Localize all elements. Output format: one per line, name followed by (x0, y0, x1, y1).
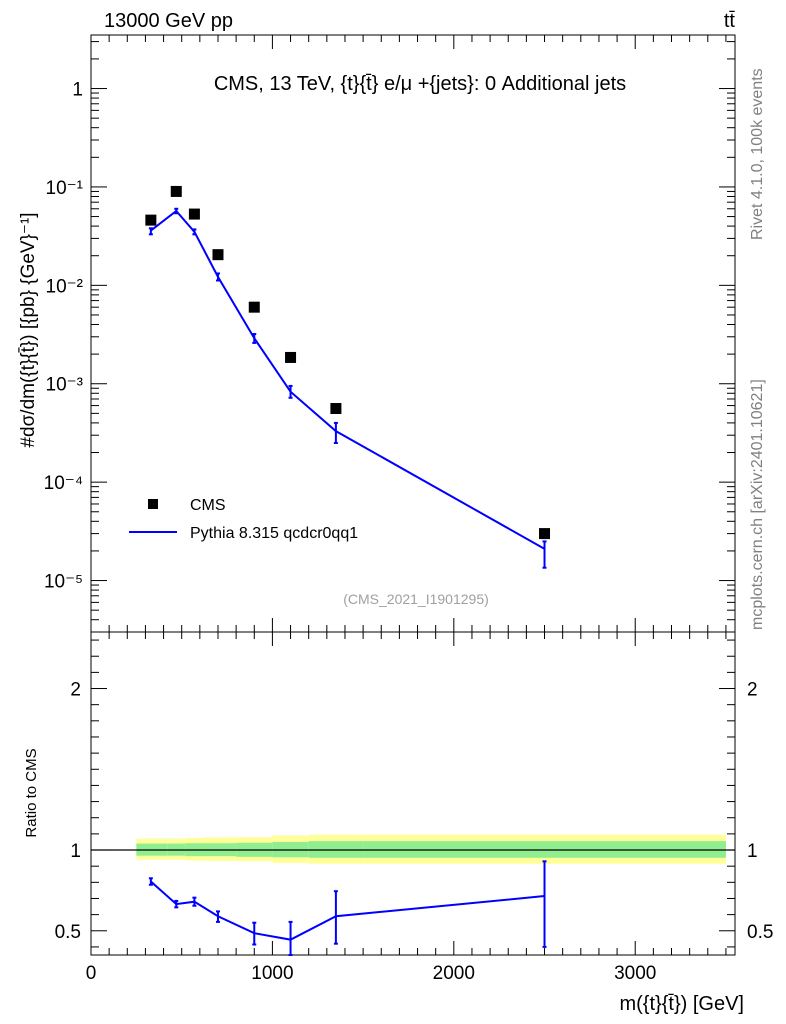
cms-data-point (212, 249, 224, 261)
ratio-y-tick-label: 0.5 (55, 922, 81, 943)
x-tick-label: 2000 (433, 963, 475, 984)
legend: CMS Pythia 8.315 qcdcr0qq1 (129, 497, 358, 542)
analysis-tag: (CMS_2021_I1901295) (343, 591, 489, 607)
cms-data-point (285, 351, 297, 363)
main-y-tick-label: 10⁻¹ (46, 178, 84, 199)
cms-data-point (188, 208, 200, 220)
chart-title: CMS, 13 TeV, {t}{t̄} e/μ +{jets}: 0 Addi… (214, 73, 626, 95)
rivet-version-label: Rivet 4.1.0, 100k events (749, 68, 766, 240)
x-axis-title: m({t}{t̄}) [GeV] (619, 993, 744, 1015)
cms-data-point (170, 185, 182, 197)
source-label: mcplots.cern.ch [arXiv:2401.10621] (749, 379, 766, 630)
main-y-axis-title: #dσ/dm({t}{t̄}) [{pb} {GeV}⁻¹] (18, 212, 39, 447)
ratio-y-tick-label-right: 0.5 (747, 922, 773, 943)
ratio-frame (90, 631, 736, 956)
energy-label: 13000 GeV pp (104, 10, 233, 32)
ratio-y-tick-label: 1 (70, 841, 81, 862)
process-label: tt̄ (724, 10, 736, 32)
ratio-y-tick-label: 2 (70, 680, 81, 701)
ratio-y-axis-title: Ratio to CMS (23, 748, 40, 837)
legend-cms-marker (148, 499, 158, 509)
x-tick-label: 0 (86, 963, 97, 984)
cms-data-point (539, 528, 551, 540)
main-y-tick-label: 1 (72, 80, 83, 101)
main-y-tick-label: 10⁻⁵ (44, 572, 83, 593)
cms-data-point (248, 301, 260, 313)
ratio-line (150, 880, 545, 941)
main-y-tick-label: 10⁻⁴ (44, 473, 83, 494)
cms-data-point (145, 214, 157, 226)
legend-pythia-label: Pythia 8.315 qcdcr0qq1 (190, 525, 358, 542)
main-frame (90, 34, 736, 633)
x-tick-label: 1000 (251, 963, 293, 984)
main-y-tick-label: 10⁻³ (46, 375, 84, 396)
legend-cms-label: CMS (190, 497, 226, 514)
ratio-y-tick-label-right: 1 (747, 841, 758, 862)
main-y-tick-label: 10⁻² (46, 276, 84, 297)
x-tick-label: 3000 (614, 963, 656, 984)
cms-data-point (330, 403, 342, 415)
pythia-line (150, 209, 546, 550)
ratio-y-tick-label-right: 2 (747, 680, 758, 701)
